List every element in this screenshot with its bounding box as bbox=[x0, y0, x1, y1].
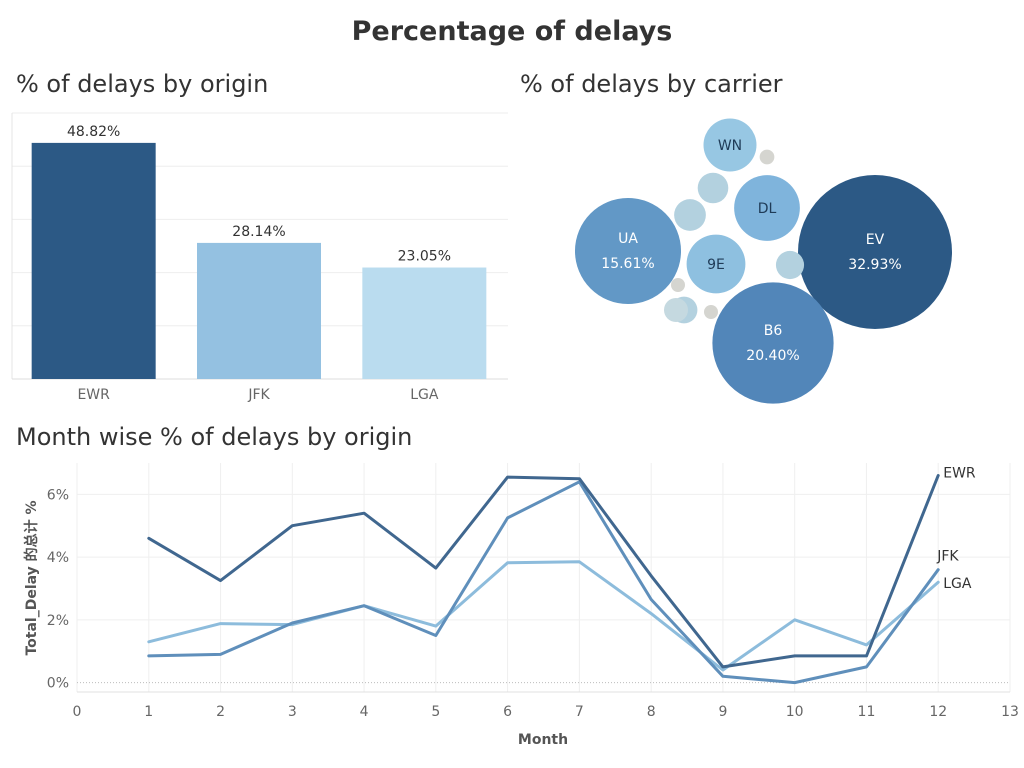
x-tick-label: 13 bbox=[1001, 704, 1019, 720]
bubble-other bbox=[759, 149, 775, 165]
bubble-label: B6 bbox=[764, 323, 783, 339]
month-chart-title: Month wise % of delays by origin bbox=[16, 423, 413, 451]
carrier-chart-title: % of delays by carrier bbox=[520, 70, 783, 98]
y-tick-label: 0% bbox=[47, 676, 69, 692]
bar-value-label: 48.82% bbox=[67, 124, 120, 140]
bubble-other bbox=[775, 250, 805, 280]
series-label-EWR: EWR bbox=[943, 466, 976, 482]
bubble-9E bbox=[686, 234, 746, 294]
x-tick-label: 2 bbox=[216, 704, 225, 720]
y-tick-label: 2% bbox=[47, 613, 69, 629]
bar-EWR bbox=[31, 142, 156, 379]
bubble-WN bbox=[703, 118, 757, 172]
bubble-label: WN bbox=[718, 138, 742, 154]
bubble-label: DL bbox=[758, 201, 777, 217]
x-tick-label: 10 bbox=[786, 704, 804, 720]
bubble-B6 bbox=[712, 282, 834, 404]
x-tick-label: 12 bbox=[929, 704, 947, 720]
bar-value-label: 28.14% bbox=[232, 224, 285, 240]
bubble-EV bbox=[798, 175, 952, 329]
y-tick-label: 6% bbox=[47, 487, 69, 503]
series-line-JFK bbox=[147, 480, 940, 685]
x-tick-label: 3 bbox=[288, 704, 297, 720]
x-tick-label: 5 bbox=[431, 704, 440, 720]
bar-LGA bbox=[362, 267, 487, 379]
series-line-LGA bbox=[147, 560, 940, 672]
bubble-label: EV bbox=[866, 232, 885, 248]
bubble-other bbox=[671, 278, 685, 292]
bar-JFK bbox=[197, 242, 321, 379]
origin-chart-title: % of delays by origin bbox=[16, 70, 269, 98]
carrier-bubble-chart: EV 32.93% B6 20.40% UA 15.61% DL 9E WN bbox=[574, 118, 952, 404]
bubble-label: 9E bbox=[707, 257, 725, 273]
series-label-LGA: LGA bbox=[943, 576, 972, 592]
bubble-value-label: 32.93% bbox=[848, 257, 901, 273]
x-tick-label: 4 bbox=[360, 704, 369, 720]
x-tick-label: 9 bbox=[718, 704, 727, 720]
bubble-value-label: 20.40% bbox=[746, 348, 799, 364]
origin-bar-chart: 48.82% EWR 28.14% JFK 23.05% LGA bbox=[11, 112, 508, 403]
page-title: Percentage of delays bbox=[351, 16, 673, 47]
y-axis-title: Total_Delay 的总计 % bbox=[23, 500, 40, 655]
x-tick-label: 11 bbox=[858, 704, 876, 720]
x-tick-label: 7 bbox=[575, 704, 584, 720]
bubble-DL bbox=[734, 175, 800, 241]
x-tick-label: 6 bbox=[503, 704, 512, 720]
bubble-other bbox=[674, 199, 706, 231]
bubble-other bbox=[663, 297, 689, 323]
x-tick-label: 8 bbox=[647, 704, 656, 720]
bubble-UA bbox=[574, 197, 682, 305]
series-label-JFK: JFK bbox=[936, 549, 959, 565]
bar-category-label: JFK bbox=[247, 387, 270, 403]
x-tick-label: 0 bbox=[73, 704, 82, 720]
bubble-other bbox=[697, 172, 729, 204]
series-line-EWR bbox=[147, 474, 940, 669]
bubble-value-label: 15.61% bbox=[601, 256, 654, 272]
x-axis-title: Month bbox=[518, 732, 568, 748]
bar-category-label: LGA bbox=[410, 387, 439, 403]
month-line-chart: 0 1 2 3 4 5 6 7 8 9 10 11 12 130%2%4%6%MonthTotal_Del… bbox=[23, 463, 1019, 748]
x-tick-label: 1 bbox=[144, 704, 153, 720]
bar-value-label: 23.05% bbox=[398, 249, 451, 265]
y-tick-label: 4% bbox=[47, 550, 69, 566]
bubble-other bbox=[704, 305, 718, 319]
bubble-label: UA bbox=[618, 231, 638, 247]
bar-category-label: EWR bbox=[77, 387, 110, 403]
